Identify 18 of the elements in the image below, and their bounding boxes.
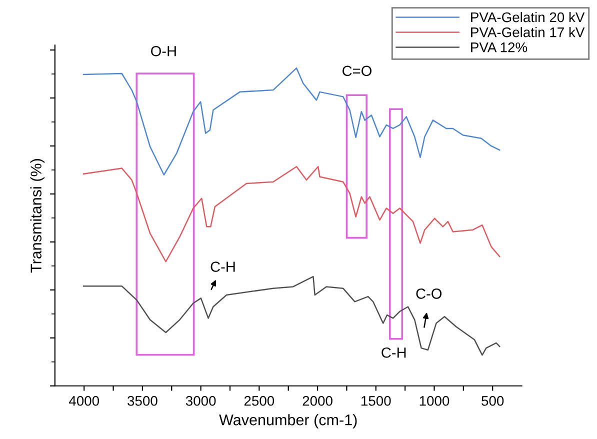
- legend-label: PVA-Gelatin 20 kV: [471, 12, 585, 22]
- annotation: C=O: [342, 66, 372, 76]
- x-tick-label: 2500: [244, 396, 274, 406]
- x-tick-label: 3500: [128, 396, 158, 406]
- annotation: C-H: [382, 347, 406, 358]
- x-tick-label: 2000: [302, 396, 332, 406]
- annotation: C-O: [416, 288, 442, 299]
- legend-label: PVA-Gelatin 17 kV: [471, 27, 585, 38]
- text: O-H: [151, 46, 176, 56]
- x-tick-label: 1500: [362, 396, 391, 406]
- x-tick-label: 1000: [420, 396, 450, 406]
- x-tick-label: 4000: [68, 396, 100, 406]
- y-axis-title: Transmitansi (%): [30, 159, 44, 273]
- legend-label: PVA 12%: [471, 42, 528, 52]
- x-axis-title: Wavenumber (cm-1): [219, 414, 357, 428]
- x-tick-label: 3000: [186, 396, 216, 406]
- annotation: C-H: [210, 262, 235, 272]
- x-tick-label: 500: [482, 396, 504, 406]
